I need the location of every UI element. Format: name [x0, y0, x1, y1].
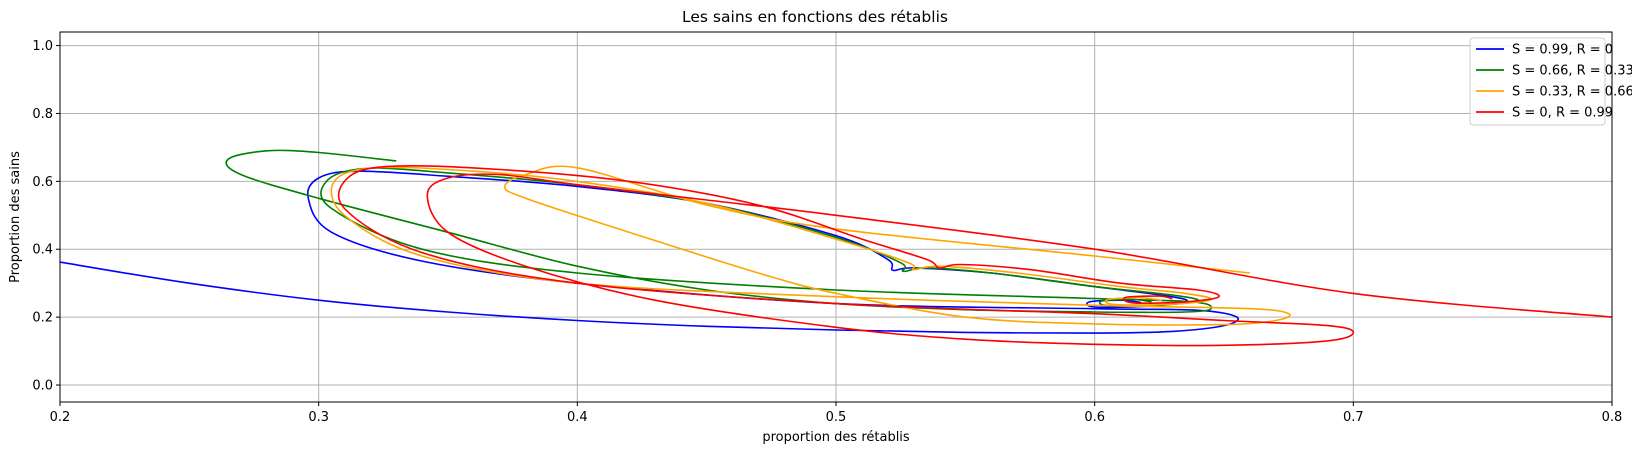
x-tick-label: 0.7 [1343, 410, 1364, 425]
legend-label: S = 0, R = 0.99 [1512, 106, 1613, 121]
series-line-3 [330, 165, 1291, 326]
grid [59, 32, 1613, 402]
y-axis-label: Proportion des sains [8, 151, 23, 283]
series-lines [60, 149, 1612, 347]
legend-box [1469, 37, 1606, 126]
y-tick-label: 0.4 [32, 243, 53, 258]
legend-label: S = 0.99, R = 0 [1512, 43, 1613, 58]
x-tick-label: 0.2 [50, 410, 71, 425]
series-line-2 [225, 149, 1213, 314]
x-tick-label: 0.4 [567, 410, 588, 425]
series-line-4 [337, 164, 1612, 347]
legend-label: S = 0.33, R = 0.66 [1512, 85, 1632, 100]
y-tick-label: 1.0 [32, 39, 53, 54]
x-tick-label: 0.5 [826, 410, 847, 425]
y-tick-label: 0.8 [32, 107, 53, 122]
y-tick-label: 0.6 [32, 175, 53, 190]
axis-ticks: 0.2 0.3 0.4 0.5 0.6 0.7 0.8 0.0 0.2 0.4 0.6 0.8 1.0 [32, 39, 1622, 425]
y-tick-label: 0.0 [32, 379, 53, 394]
chart-title: Les sains en fonctions des rétablis [682, 8, 948, 26]
legend-label: S = 0.66, R = 0.33 [1512, 64, 1632, 79]
x-tick-label: 0.3 [308, 410, 329, 425]
legend: S = 0.99, R = 0 S = 0.66, R = 0.33 S = 0.3… [1469, 37, 1632, 126]
x-axis-label: proportion des rétablis [762, 430, 910, 445]
x-tick-label: 0.8 [1602, 410, 1623, 425]
y-tick-label: 0.2 [32, 311, 53, 326]
x-tick-label: 0.6 [1084, 410, 1105, 425]
